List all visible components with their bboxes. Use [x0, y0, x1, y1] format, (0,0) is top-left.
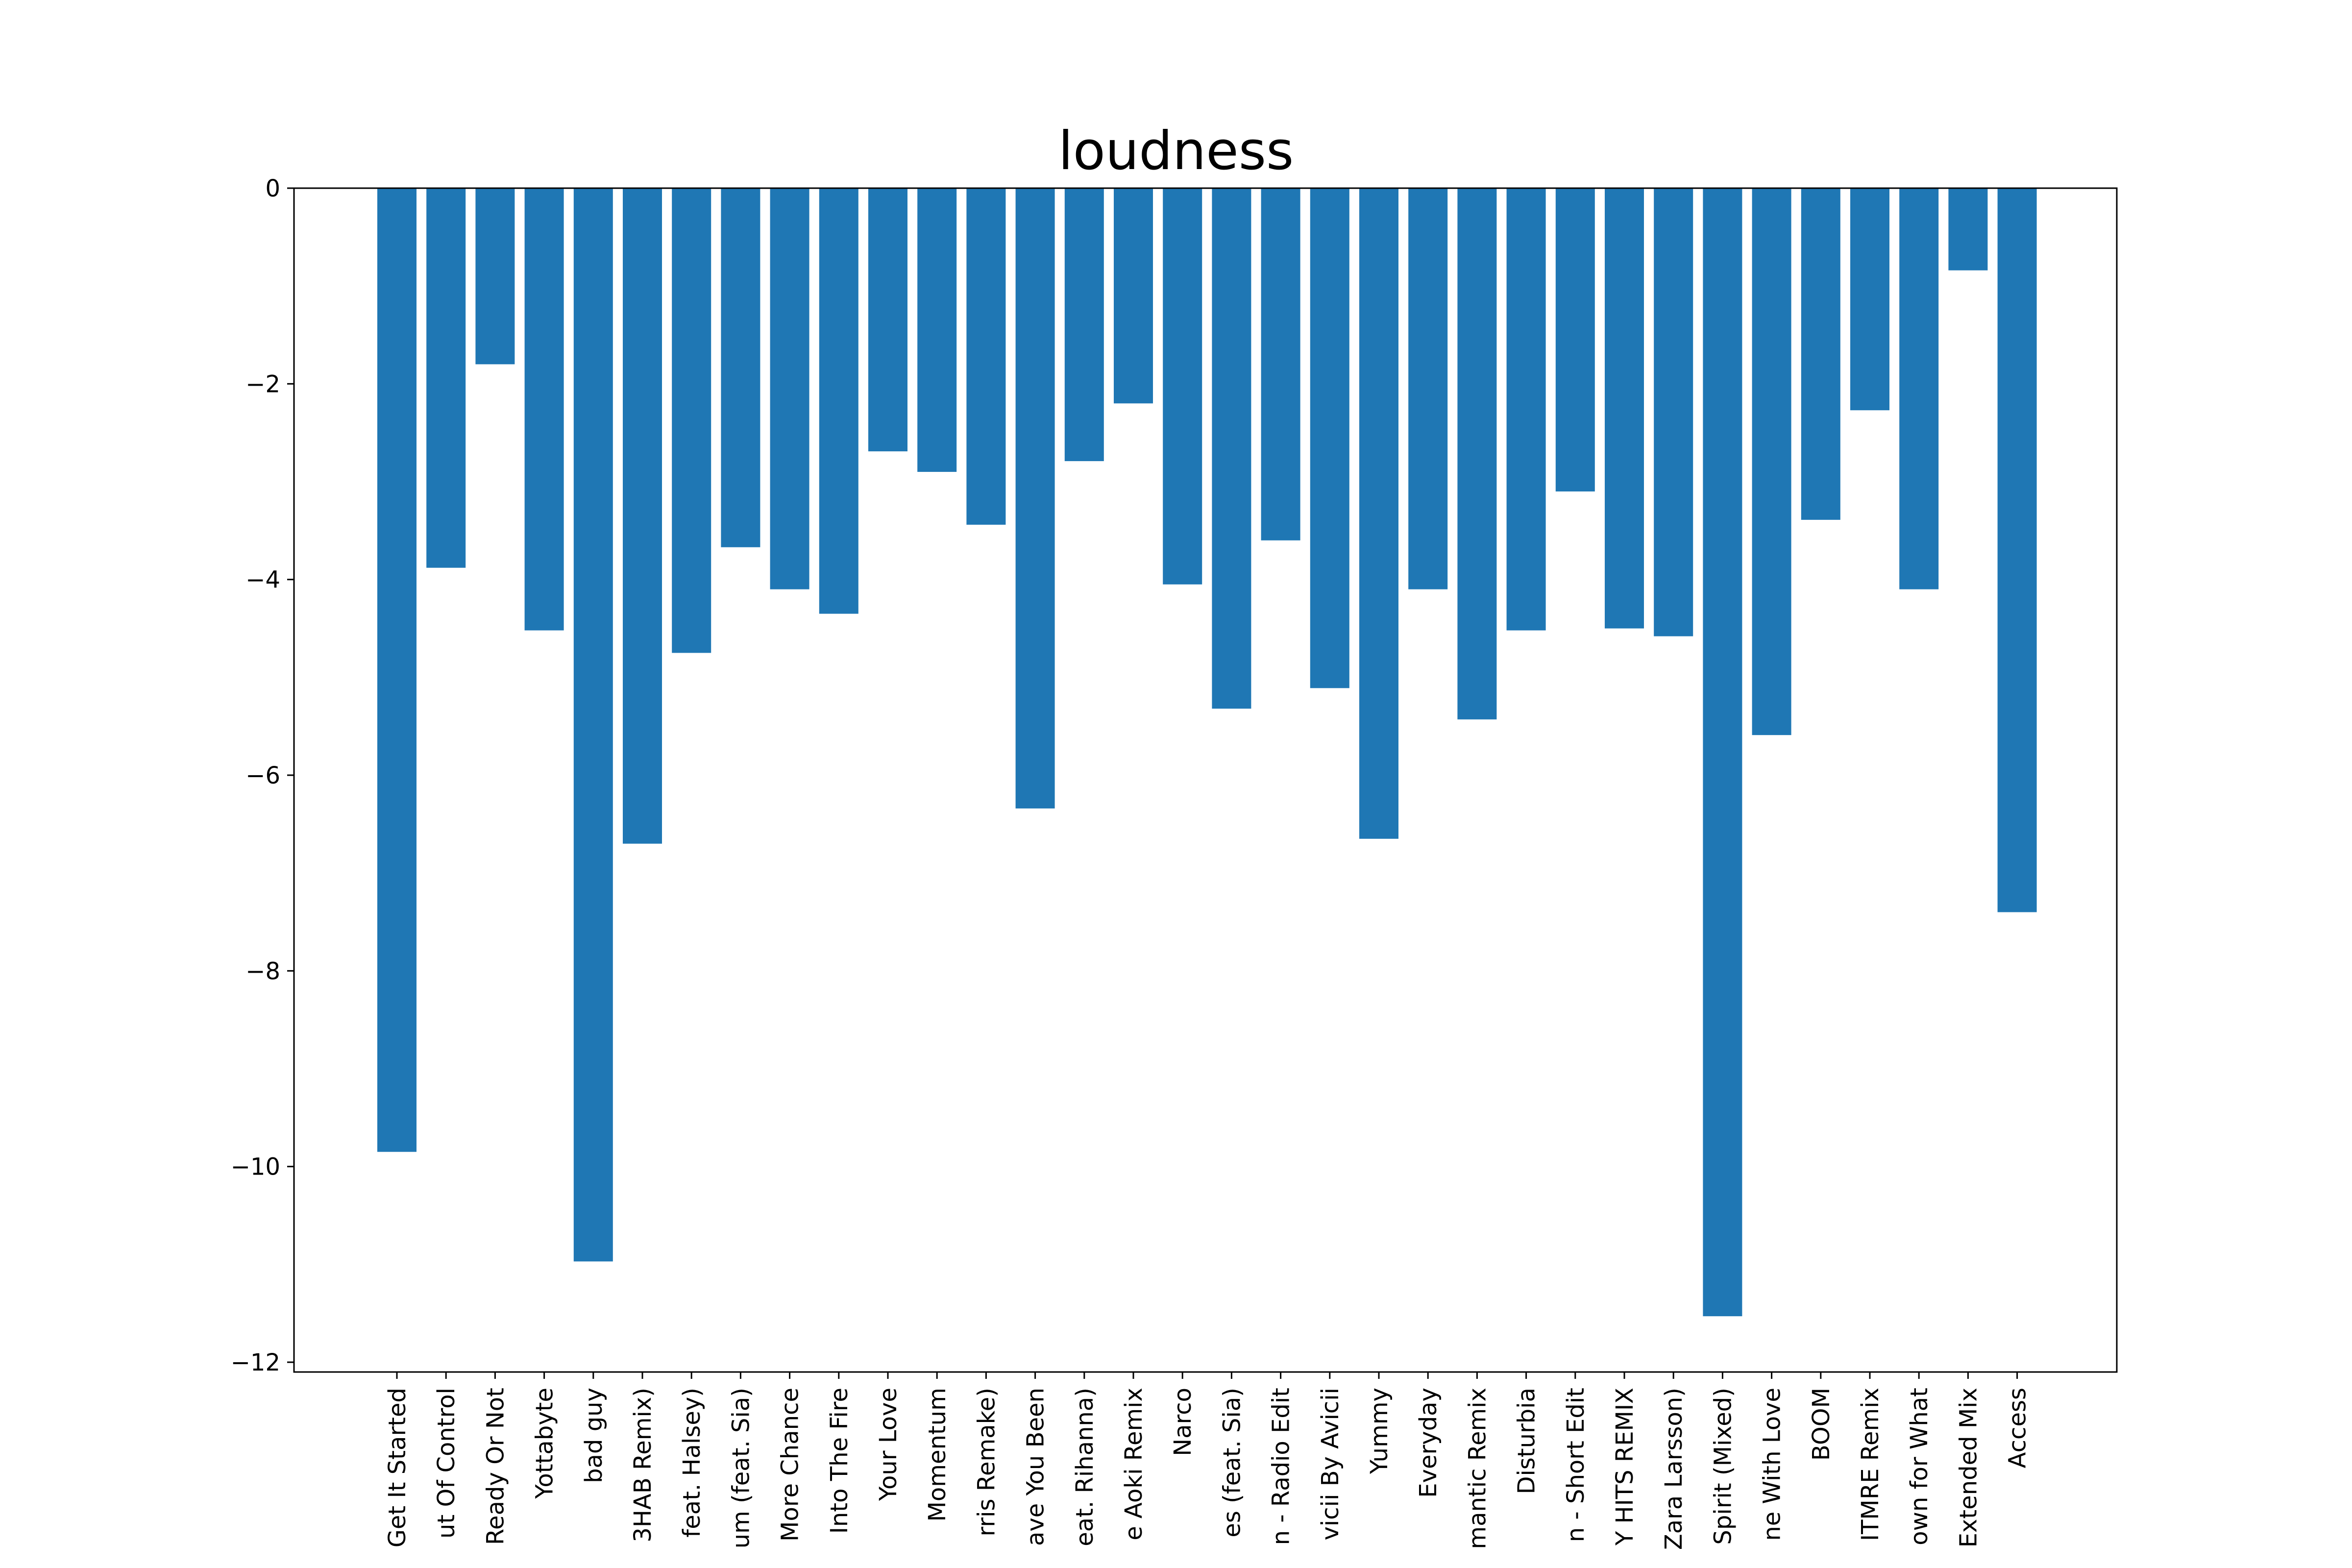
bar: [1163, 188, 1202, 585]
x-tick-label: eat. Rihanna): [1071, 1388, 1099, 1546]
x-axis: Get It Started ut Of Control Ready Or Not Y…: [384, 1372, 2032, 1550]
x-tick-label: Zara Larsson): [1660, 1388, 1688, 1550]
bar: [1114, 188, 1153, 404]
bar: [1457, 188, 1497, 720]
plot-frame: [293, 187, 2118, 1373]
bar: [623, 188, 662, 844]
x-tick-label: um (feat. Sia): [727, 1388, 755, 1548]
y-tick-label: −10: [231, 1153, 280, 1181]
bar: [1555, 188, 1595, 491]
bar: [1506, 188, 1546, 631]
bar: [475, 188, 515, 365]
x-tick-label: e Aoki Remix: [1120, 1388, 1148, 1541]
bar: [1752, 188, 1791, 735]
x-tick-label: Into The Fire: [826, 1388, 853, 1534]
x-tick-label: BOOM: [1808, 1388, 1835, 1461]
x-tick-label: Spirit (Mixed): [1709, 1388, 1737, 1545]
x-tick-label: Momentum: [924, 1388, 951, 1522]
bar: [966, 188, 1006, 525]
chart-title: loudness: [1058, 121, 1294, 182]
bar: [1997, 188, 2037, 912]
y-tick-label: −12: [231, 1349, 280, 1376]
bar: [721, 188, 760, 547]
x-tick-label: ne With Love: [1759, 1388, 1786, 1541]
x-tick-label: Everyday: [1415, 1388, 1442, 1498]
bar: [1359, 188, 1398, 839]
bar: [1605, 188, 1644, 629]
x-tick-label: Access: [2004, 1388, 2032, 1468]
bars-group: [377, 188, 2037, 1317]
bar: [524, 188, 564, 631]
x-tick-label: Y HITS REMIX: [1611, 1388, 1639, 1546]
y-tick-label: −6: [245, 762, 280, 789]
bar: [1015, 188, 1055, 808]
x-tick-label: 3HAB Remix): [629, 1388, 657, 1543]
x-tick-label: Your Love: [875, 1388, 902, 1501]
x-tick-label: Yummy: [1366, 1388, 1393, 1474]
bar: [573, 188, 613, 1262]
x-tick-label: Extended Mix: [1955, 1388, 1982, 1547]
bar: [917, 188, 957, 472]
x-tick-label: ITMRE Remix: [1857, 1388, 1884, 1541]
bar: [377, 188, 416, 1152]
y-tick-label: 0: [265, 175, 280, 202]
bar: [1703, 188, 1742, 1317]
bar: [868, 188, 907, 452]
y-tick-label: −4: [245, 566, 280, 594]
bar: [1654, 188, 1693, 637]
x-tick-label: ut Of Control: [433, 1388, 460, 1539]
x-tick-label: n - Radio Edit: [1268, 1388, 1295, 1545]
bar: [1948, 188, 1988, 270]
x-tick-label: own for What: [1906, 1388, 1933, 1545]
bar: [770, 188, 809, 589]
x-tick-label: Ready Or Not: [482, 1388, 509, 1545]
bar: [672, 188, 711, 653]
x-tick-label: ave You Been: [1022, 1388, 1050, 1546]
x-tick-label: Disturbia: [1513, 1388, 1541, 1494]
y-tick-label: −8: [245, 957, 280, 985]
bar: [1899, 188, 1939, 589]
x-tick-label: bad guy: [580, 1388, 608, 1483]
bar: [1261, 188, 1300, 540]
x-tick-label: More Chance: [777, 1388, 804, 1542]
x-tick-label: feat. Halsey): [678, 1388, 706, 1538]
x-tick-label: es (feat. Sia): [1218, 1388, 1246, 1538]
bar: [1850, 188, 1889, 411]
bar: [1408, 188, 1448, 589]
bar: [819, 188, 858, 614]
x-tick-label: rris Remake): [973, 1388, 1000, 1536]
x-tick-label: Narco: [1169, 1388, 1197, 1456]
x-tick-label: vicii By Avicii: [1317, 1388, 1344, 1540]
bar: [1212, 188, 1251, 709]
x-tick-label: Yottabyte: [531, 1388, 559, 1499]
bar: [426, 188, 466, 568]
y-tick-label: −2: [245, 370, 280, 398]
bar: [1310, 188, 1349, 688]
bar: [1801, 188, 1840, 520]
x-tick-label: n - Short Edit: [1562, 1388, 1590, 1542]
bar: [1064, 188, 1104, 462]
x-tick-label: mantic Remix: [1464, 1388, 1491, 1549]
x-tick-label: Get It Started: [384, 1388, 411, 1547]
y-axis: 0 −2 −4 −6 −8 −10 −12: [231, 175, 294, 1376]
